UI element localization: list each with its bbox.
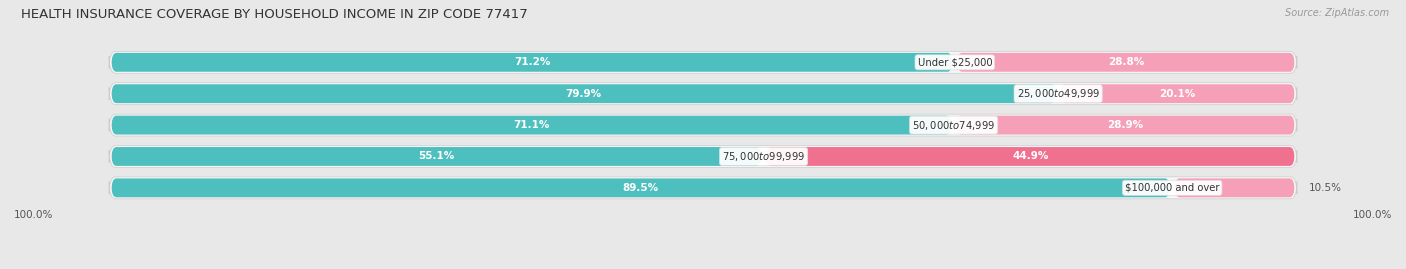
Text: 71.1%: 71.1% <box>513 120 550 130</box>
FancyBboxPatch shape <box>957 53 1295 72</box>
Text: $50,000 to $74,999: $50,000 to $74,999 <box>912 119 995 132</box>
FancyBboxPatch shape <box>1174 178 1295 197</box>
Text: Under $25,000: Under $25,000 <box>918 57 993 67</box>
FancyBboxPatch shape <box>110 83 1296 105</box>
Text: 100.0%: 100.0% <box>1353 210 1392 221</box>
FancyBboxPatch shape <box>111 147 761 166</box>
FancyBboxPatch shape <box>111 84 1056 103</box>
Text: $100,000 and over: $100,000 and over <box>1125 183 1219 193</box>
Text: HEALTH INSURANCE COVERAGE BY HOUSEHOLD INCOME IN ZIP CODE 77417: HEALTH INSURANCE COVERAGE BY HOUSEHOLD I… <box>21 8 527 21</box>
FancyBboxPatch shape <box>956 116 1295 134</box>
Text: $75,000 to $99,999: $75,000 to $99,999 <box>721 150 806 163</box>
FancyBboxPatch shape <box>111 116 952 134</box>
Text: 89.5%: 89.5% <box>623 183 658 193</box>
FancyBboxPatch shape <box>111 178 1170 197</box>
Text: 10.5%: 10.5% <box>1309 183 1341 193</box>
FancyBboxPatch shape <box>110 146 1296 167</box>
FancyBboxPatch shape <box>110 51 1296 73</box>
Text: 28.9%: 28.9% <box>1107 120 1143 130</box>
Text: $25,000 to $49,999: $25,000 to $49,999 <box>1017 87 1099 100</box>
FancyBboxPatch shape <box>1060 84 1295 103</box>
Text: 100.0%: 100.0% <box>14 210 53 221</box>
FancyBboxPatch shape <box>110 177 1296 199</box>
Text: 71.2%: 71.2% <box>513 57 550 67</box>
Text: 28.8%: 28.8% <box>1108 57 1144 67</box>
FancyBboxPatch shape <box>110 114 1296 136</box>
Text: 44.9%: 44.9% <box>1012 151 1049 161</box>
FancyBboxPatch shape <box>766 147 1295 166</box>
Text: 79.9%: 79.9% <box>565 89 602 99</box>
FancyBboxPatch shape <box>111 53 952 72</box>
Text: 55.1%: 55.1% <box>418 151 454 161</box>
Text: Source: ZipAtlas.com: Source: ZipAtlas.com <box>1285 8 1389 18</box>
Text: 20.1%: 20.1% <box>1160 89 1195 99</box>
